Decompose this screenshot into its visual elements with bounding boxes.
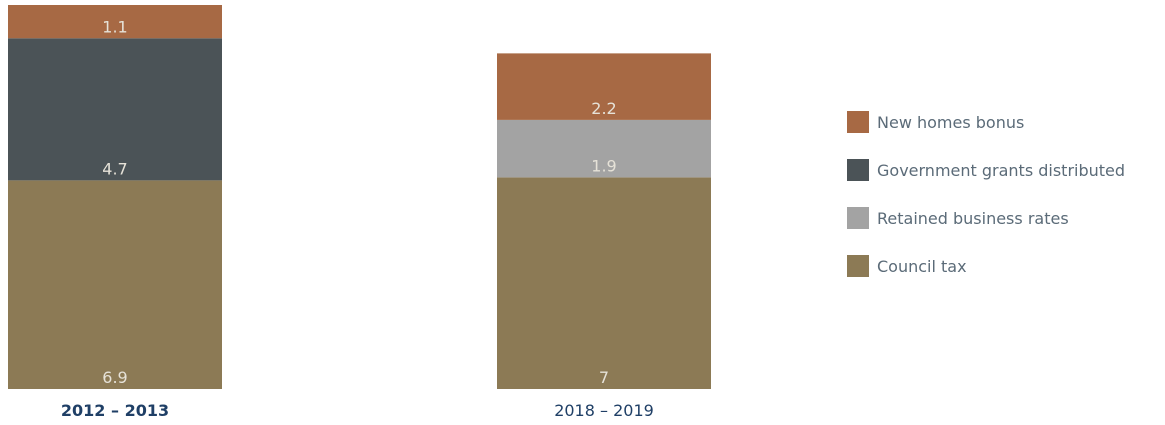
value-label-council-tax-0: 6.9 bbox=[102, 368, 127, 387]
value-label-new-homes-bonus-1: 2.2 bbox=[591, 99, 616, 118]
legend-label-retained-business-rates: Retained business rates bbox=[877, 209, 1069, 228]
bar-government-grants-distributed-0 bbox=[8, 38, 222, 181]
bar-council-tax-1 bbox=[497, 177, 711, 389]
legend: New homes bonus Government grants distrib… bbox=[847, 111, 1125, 277]
legend-swatch-government-grants-distributed bbox=[847, 159, 869, 181]
value-label-council-tax-1: 7 bbox=[599, 368, 609, 387]
category-label-1: 2018 – 2019 bbox=[554, 401, 654, 420]
value-label-retained-business-rates-1: 1.9 bbox=[591, 156, 616, 175]
legend-label-council-tax: Council tax bbox=[877, 257, 967, 276]
bar-new-homes-bonus-1 bbox=[497, 53, 711, 120]
legend-swatch-new-homes-bonus bbox=[847, 111, 869, 133]
legend-item-government-grants-distributed: Government grants distributed bbox=[847, 159, 1125, 181]
legend-swatch-council-tax bbox=[847, 255, 869, 277]
legend-item-new-homes-bonus: New homes bonus bbox=[847, 111, 1024, 133]
legend-label-new-homes-bonus: New homes bonus bbox=[877, 113, 1024, 132]
value-label-group: 6.9 4.7 1.1 7 1.9 2.2 bbox=[102, 17, 616, 387]
legend-label-government-grants-distributed: Government grants distributed bbox=[877, 161, 1125, 180]
category-label-group: 2012 – 2013 2018 – 2019 bbox=[61, 401, 654, 420]
legend-item-council-tax: Council tax bbox=[847, 255, 967, 277]
legend-swatch-retained-business-rates bbox=[847, 207, 869, 229]
legend-item-retained-business-rates: Retained business rates bbox=[847, 207, 1069, 229]
bar-retained-business-rates-1 bbox=[497, 119, 711, 178]
value-label-new-homes-bonus-0: 1.1 bbox=[102, 17, 127, 36]
value-label-government-grants-distributed-0: 4.7 bbox=[102, 159, 127, 178]
bar-new-homes-bonus-0 bbox=[8, 5, 222, 39]
bar-council-tax-0 bbox=[8, 180, 222, 389]
category-label-0: 2012 – 2013 bbox=[61, 401, 169, 420]
bar-group bbox=[8, 5, 711, 389]
